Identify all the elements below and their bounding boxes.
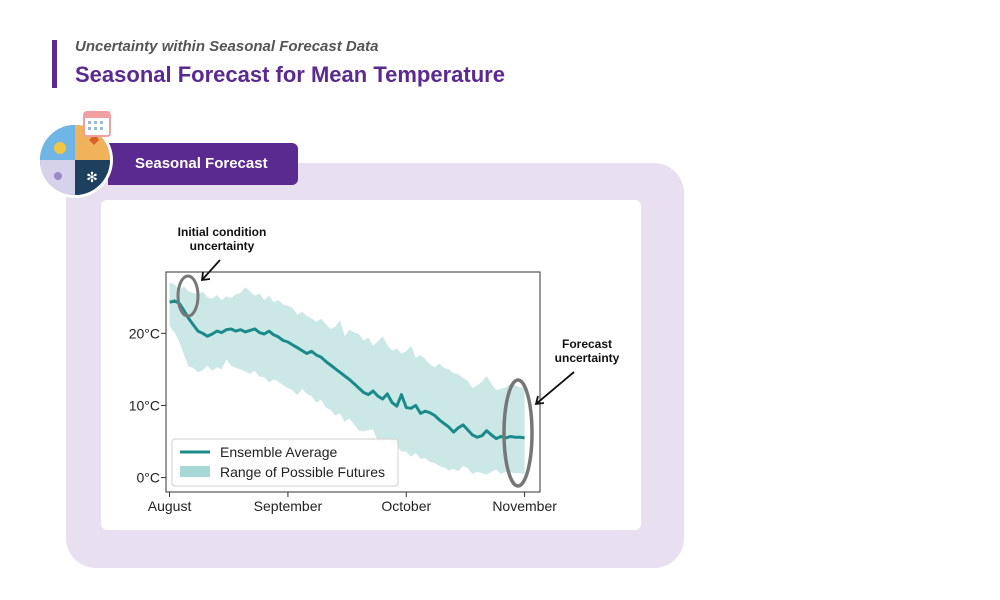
page-title: Seasonal Forecast for Mean Temperature [75, 62, 505, 87]
seasons-calendar-icon: ✻ [37, 111, 113, 198]
chart-card [101, 200, 641, 530]
svg-text:✻: ✻ [86, 169, 98, 185]
header-accent-bar [52, 40, 57, 88]
page-subtitle: Uncertainty within Seasonal Forecast Dat… [75, 38, 379, 55]
section-badge-label: Seasonal Forecast [135, 155, 268, 172]
section-badge [108, 143, 298, 185]
